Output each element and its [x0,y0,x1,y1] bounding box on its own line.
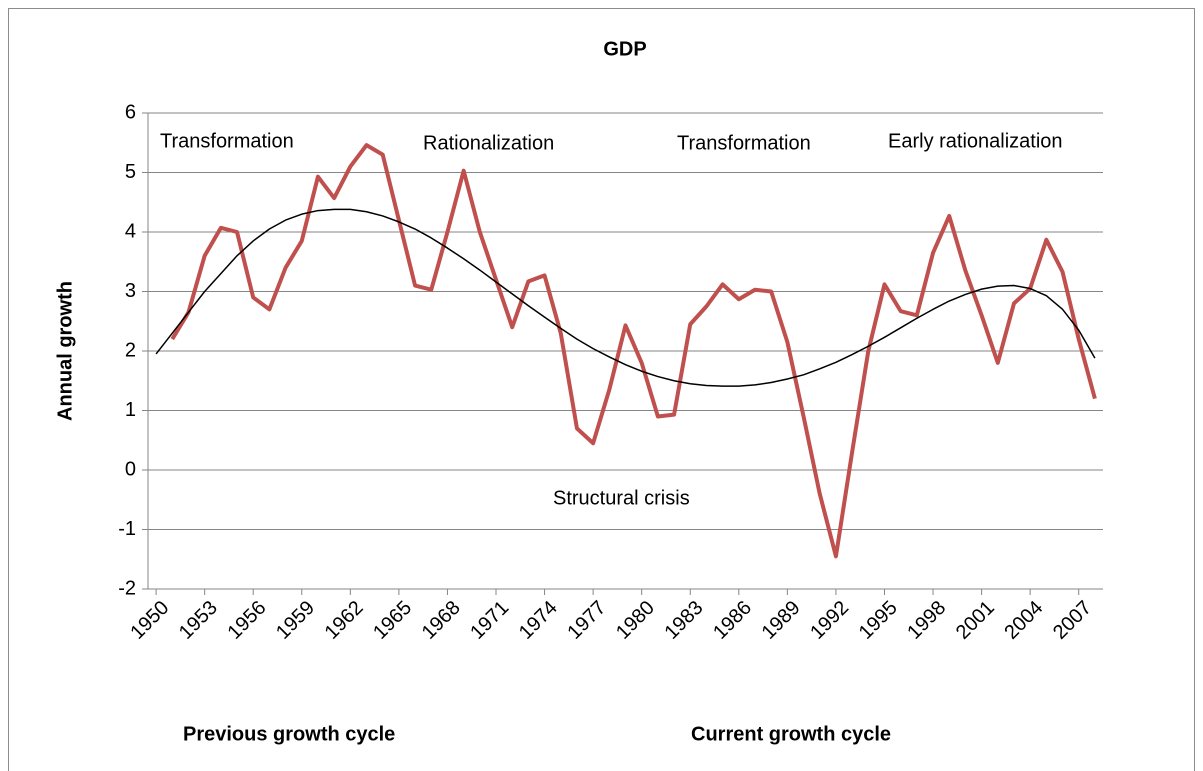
annotation: Early rationalization [888,130,1063,152]
y-tick-label: 3 [125,280,136,302]
y-tick-label: -2 [118,577,136,599]
data-line [170,143,1097,559]
y-tick-label: 0 [125,458,136,480]
y-tick-label: 2 [125,339,136,361]
annotation: Transformation [160,130,294,152]
y-tick-label: 4 [125,220,136,242]
annotation: Structural crisis [553,487,690,509]
annotation: Rationalization [423,132,554,154]
y-tick-label: 5 [125,161,136,183]
chart-frame [8,8,1195,771]
y-tick-label: 1 [125,399,136,421]
y-tick-label: 6 [125,101,136,123]
annotation: Transformation [677,132,811,154]
chart-title: GDP [603,38,646,60]
y-axis-label: Annual growth [54,281,76,421]
data-line [155,208,1096,387]
annotation: Previous growth cycle [183,723,395,745]
y-tick-label: -1 [118,518,136,540]
annotation: Current growth cycle [691,723,891,745]
